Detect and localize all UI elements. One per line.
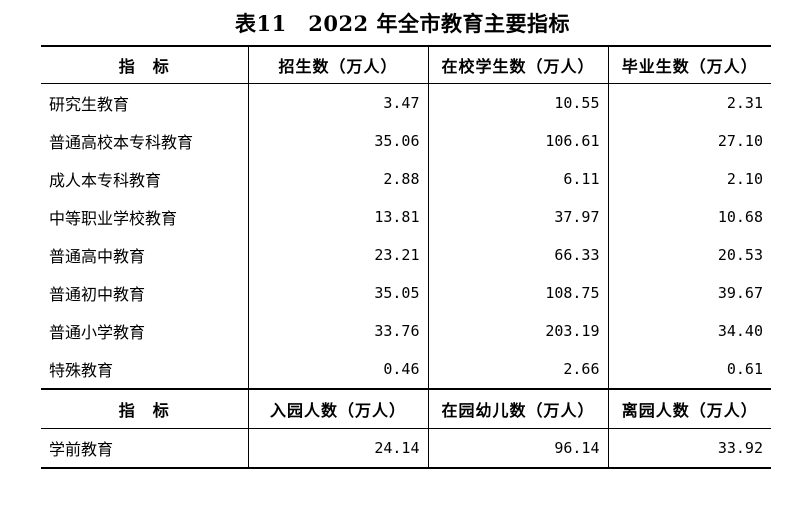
- cell-enrollment: 23.21: [247, 236, 428, 274]
- cell-enrollment: 13.81: [247, 198, 428, 236]
- column-header-enrollment: 招生数（万人）: [247, 46, 428, 84]
- table-row: 特殊教育 0.46 2.66 0.61: [41, 350, 771, 389]
- cell-students: 203.19: [427, 312, 608, 350]
- cell-departures: 33.92: [607, 428, 771, 469]
- table-title: 表11 2022 年全市教育主要指标: [235, 11, 570, 36]
- cell-graduates: 2.31: [607, 83, 771, 122]
- cell-students: 37.97: [427, 198, 608, 236]
- table-row: 成人本专科教育 2.88 6.11 2.10: [41, 160, 771, 198]
- row-label: 中等职业学校教育: [49, 209, 178, 228]
- row-label: 特殊教育: [49, 361, 114, 380]
- cell-students: 106.61: [427, 122, 608, 160]
- column-header-enrolled-children: 在园幼儿数（万人）: [427, 388, 608, 429]
- column-header-graduates: 毕业生数（万人）: [607, 46, 771, 84]
- preschool-header-row: 指 标 入园人数（万人） 在园幼儿数（万人） 离园人数（万人）: [41, 388, 771, 429]
- cell-enrolled-children: 96.14: [427, 428, 608, 469]
- cell-graduates: 27.10: [607, 122, 771, 160]
- cell-students: 108.75: [427, 274, 608, 312]
- row-label: 普通高中教育: [49, 247, 146, 266]
- table-row: 普通小学教育 33.76 203.19 34.40: [41, 312, 771, 350]
- column-header-indicator: 指 标: [41, 388, 248, 429]
- table-row: 普通初中教育 35.05 108.75 39.67: [41, 274, 771, 312]
- table-row: 普通高中教育 23.21 66.33 20.53: [41, 236, 771, 274]
- column-header-students: 在校学生数（万人）: [427, 46, 608, 84]
- row-label: 研究生教育: [49, 95, 130, 114]
- cell-students: 2.66: [427, 350, 608, 389]
- cell-students: 10.55: [427, 83, 608, 122]
- table-header-row: 指 标 招生数（万人） 在校学生数（万人） 毕业生数（万人）: [41, 46, 771, 84]
- column-header-admissions: 入园人数（万人）: [247, 388, 428, 429]
- table-row: 研究生教育 3.47 10.55 2.31: [41, 83, 771, 122]
- cell-admissions: 24.14: [247, 428, 428, 469]
- row-label: 普通高校本专科教育: [49, 133, 194, 152]
- table-row: 普通高校本专科教育 35.06 106.61 27.10: [41, 122, 771, 160]
- table-row: 中等职业学校教育 13.81 37.97 10.68: [41, 198, 771, 236]
- cell-enrollment: 33.76: [247, 312, 428, 350]
- education-indicators-table: 指 标 招生数（万人） 在校学生数（万人） 毕业生数（万人） 研究生教育 3.4…: [41, 45, 771, 469]
- cell-enrollment: 0.46: [247, 350, 428, 389]
- cell-graduates: 34.40: [607, 312, 771, 350]
- cell-students: 66.33: [427, 236, 608, 274]
- row-label: 普通小学教育: [49, 323, 146, 342]
- cell-graduates: 20.53: [607, 236, 771, 274]
- cell-enrollment: 35.05: [247, 274, 428, 312]
- cell-students: 6.11: [427, 160, 608, 198]
- cell-enrollment: 35.06: [247, 122, 428, 160]
- cell-graduates: 2.10: [607, 160, 771, 198]
- table-row: 学前教育 24.14 96.14 33.92: [41, 428, 771, 469]
- row-label: 成人本专科教育: [49, 171, 162, 190]
- column-header-departures: 离园人数（万人）: [607, 388, 771, 429]
- row-label: 学前教育: [41, 428, 248, 469]
- cell-enrollment: 3.47: [247, 83, 428, 122]
- cell-enrollment: 2.88: [247, 160, 428, 198]
- cell-graduates: 0.61: [607, 350, 771, 389]
- column-header-indicator: 指 标: [41, 46, 248, 84]
- cell-graduates: 39.67: [607, 274, 771, 312]
- cell-graduates: 10.68: [607, 198, 771, 236]
- row-label: 普通初中教育: [49, 285, 146, 304]
